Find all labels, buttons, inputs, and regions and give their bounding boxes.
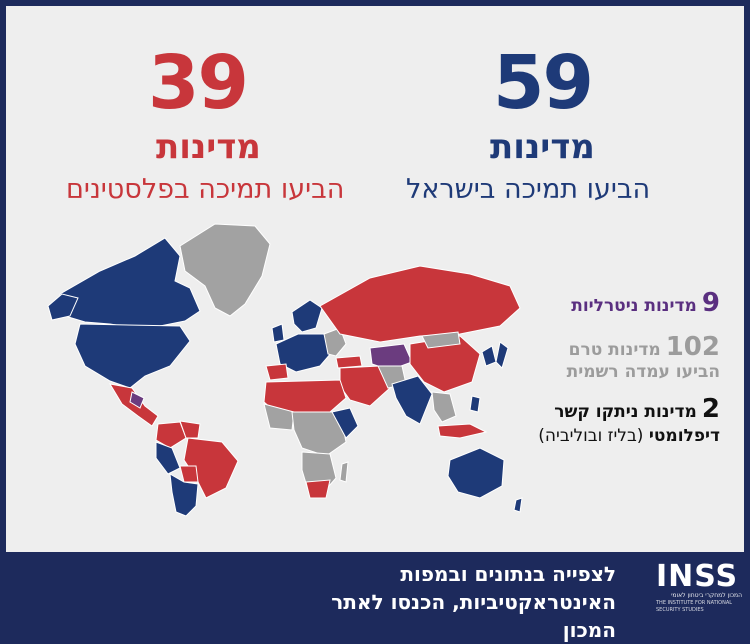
legend-neutral-label: מדינות ניטרליות — [571, 296, 697, 316]
footer-cta[interactable]: לצפייה בנתונים ובמפות האינטראקטיביות, הכ… — [276, 560, 616, 644]
map-west-africa — [263, 403, 295, 431]
map-new-zealand — [513, 497, 523, 513]
footer-line-2: האינטראקטיביות, הכנסו לאתר המכון — [331, 590, 616, 642]
map-scandinavia — [291, 299, 323, 333]
map-alaska — [47, 293, 79, 321]
palestine-support-caption: הביעו תמיכה בפלסטינים — [66, 174, 345, 205]
map-peru — [155, 441, 181, 475]
map-spain — [265, 363, 289, 381]
legend-cut-ties-countries: (בליז ובוליביה) — [538, 426, 644, 446]
inss-logo[interactable]: INSS המכון למחקרי ביטחון לאומי THE INSTI… — [656, 562, 742, 622]
legend-undeclared-count: 102 — [665, 332, 720, 362]
palestine-support-unit: מדינות — [156, 127, 261, 167]
map-mongolia — [421, 331, 461, 349]
map-korea-japan — [481, 345, 497, 367]
footer-line-1: לצפייה בנתונים ובמפות — [400, 562, 616, 586]
map-australia — [447, 447, 505, 499]
map-uk — [271, 323, 285, 343]
map-turkey — [335, 355, 363, 369]
map-east-africa — [331, 407, 359, 439]
map-usa — [74, 323, 191, 389]
map-central-america-purple — [129, 391, 145, 409]
logo-wordmark: INSS — [656, 559, 739, 594]
palestine-support-count: 39 — [148, 40, 249, 126]
map-canada — [59, 237, 201, 329]
logo-subtitle-hebrew: המכון למחקרי ביטחון לאומי — [671, 592, 742, 599]
map-mexico — [109, 383, 159, 427]
legend-undeclared: 102 מדינות טרם — [569, 332, 720, 362]
israel-support-unit: מדינות — [490, 127, 595, 167]
israel-support-caption: הביעו תמיכה בישראל — [406, 174, 651, 205]
map-bolivia — [179, 465, 199, 483]
logo-subtitle-english: THE INSTITUTE FOR NATIONAL SECURITY STUD… — [656, 600, 733, 613]
map-colombia — [155, 421, 187, 449]
legend-neutral: 9 מדינות ניטרליות — [571, 288, 720, 318]
map-southeast-asia — [431, 391, 457, 423]
map-brazil — [183, 437, 239, 499]
map-indonesia — [437, 423, 488, 439]
map-russia — [319, 265, 521, 343]
legend-undeclared-label: מדינות טרם — [568, 340, 661, 360]
infographic-card: 39 מדינות הביעו תמיכה בפלסטינים 59 מדינו… — [6, 6, 744, 552]
legend-cut-ties: 2 מדינות ניתקו קשר — [554, 394, 720, 424]
map-india — [391, 375, 433, 425]
map-china — [409, 335, 481, 393]
map-south-africa — [305, 479, 331, 499]
legend-neutral-count: 9 — [701, 288, 720, 318]
map-madagascar — [339, 461, 349, 483]
map-venezuela — [179, 420, 201, 439]
map-chile-argentina — [169, 473, 199, 517]
legend-cut-ties-count: 2 — [701, 394, 720, 424]
legend-cut-ties-label-line2: דיפלומטי — [648, 426, 720, 446]
legend-cut-ties-label: מדינות ניתקו קשר — [554, 402, 697, 422]
map-greenland — [179, 223, 271, 317]
israel-support-count: 59 — [493, 40, 594, 126]
map-japan — [495, 341, 509, 369]
map-philippines — [469, 395, 481, 413]
world-map — [47, 223, 523, 517]
legend-cut-ties-line2: דיפלומטי (בליז ובוליביה) — [538, 426, 720, 446]
legend-undeclared-label-line2: הביעו עמדה רשמית — [566, 362, 720, 382]
